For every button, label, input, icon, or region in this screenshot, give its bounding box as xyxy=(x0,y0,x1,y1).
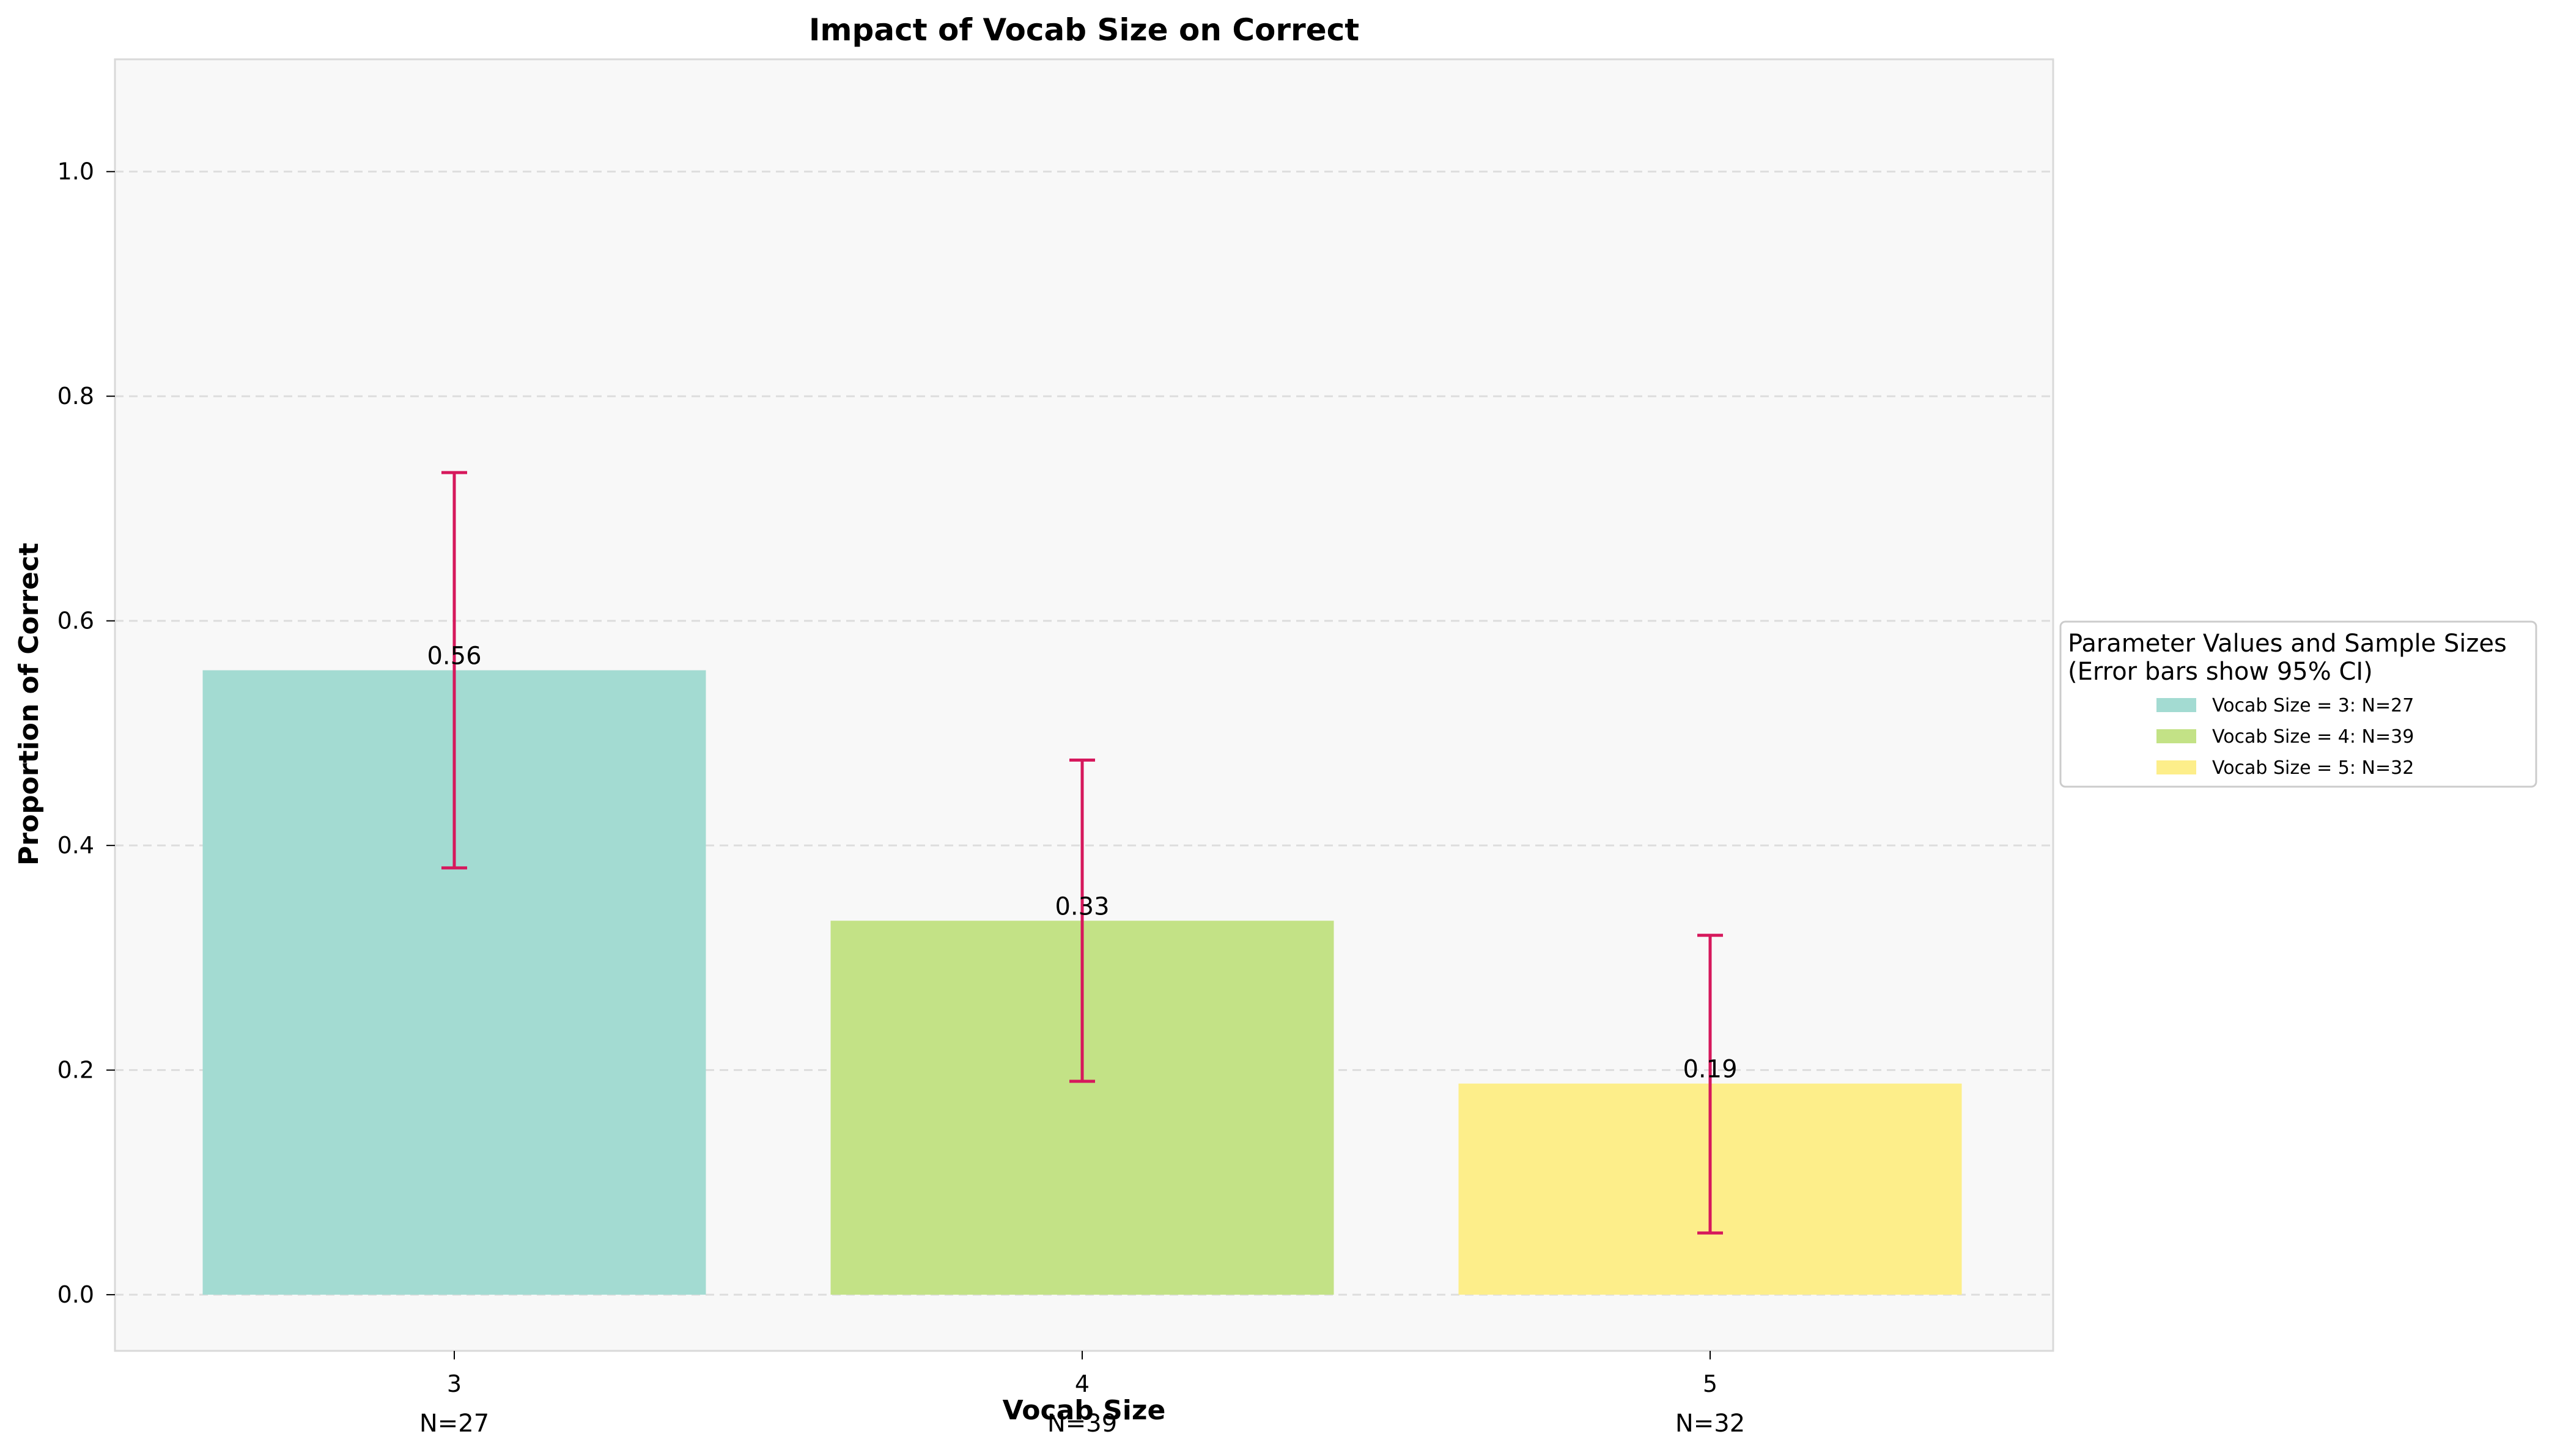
y-tick-label: 0.0 xyxy=(57,1281,94,1308)
legend-label: Vocab Size = 5: N=32 xyxy=(2212,757,2414,779)
chart-title: Impact of Vocab Size on Correct xyxy=(809,12,1359,48)
legend-entry: Vocab Size = 5: N=32 xyxy=(2156,757,2414,779)
y-tick-label: 0.8 xyxy=(57,383,94,410)
legend-entry: Vocab Size = 4: N=39 xyxy=(2156,726,2414,748)
x-axis-ticks: 3 N=27 4 N=39 5 N=32 xyxy=(419,1351,1745,1438)
legend-title-line1: Parameter Values and Sample Sizes xyxy=(2068,630,2507,658)
legend-label: Vocab Size = 4: N=39 xyxy=(2212,726,2414,748)
legend-box xyxy=(2059,620,2537,788)
sample-size-label: N=39 xyxy=(1047,1410,1117,1438)
legend-swatch xyxy=(2156,698,2196,712)
bar-value-label: 0.33 xyxy=(1055,892,1109,921)
x-axis-label: Vocab Size xyxy=(1003,1395,1166,1426)
bar-value-label: 0.19 xyxy=(1683,1056,1737,1084)
y-axis-ticks: 0.0 0.2 0.4 0.6 0.8 1.0 xyxy=(57,158,115,1308)
x-tick-label: 5 xyxy=(1703,1370,1717,1397)
legend-title-line2: (Error bars show 95% CI) xyxy=(2068,658,2373,686)
y-tick-label: 0.2 xyxy=(57,1057,94,1084)
sample-size-label: N=27 xyxy=(419,1410,489,1438)
legend-label: Vocab Size = 3: N=27 xyxy=(2212,695,2414,716)
legend-swatch xyxy=(2156,760,2196,774)
y-tick-label: 0.4 xyxy=(57,832,94,859)
y-tick-label: 1.0 xyxy=(57,158,94,185)
legend-swatch xyxy=(2156,729,2196,743)
error-bars xyxy=(441,471,1723,1235)
legend: Parameter Values and Sample Sizes (Error… xyxy=(2059,620,2537,788)
bar-value-label: 0.56 xyxy=(427,642,481,671)
legend-entry: Vocab Size = 3: N=27 xyxy=(2156,695,2414,716)
error-bar xyxy=(441,471,467,870)
sample-size-label: N=32 xyxy=(1675,1410,1745,1438)
y-tick-label: 0.6 xyxy=(57,608,94,634)
value-labels: 0.56 0.33 0.19 xyxy=(427,642,1737,1084)
error-bar xyxy=(1697,933,1723,1235)
y-axis-label: Proportion of Correct xyxy=(13,543,45,866)
x-tick-label: 4 xyxy=(1075,1370,1090,1397)
x-tick-label: 3 xyxy=(447,1370,462,1397)
error-bar xyxy=(1069,759,1095,1083)
